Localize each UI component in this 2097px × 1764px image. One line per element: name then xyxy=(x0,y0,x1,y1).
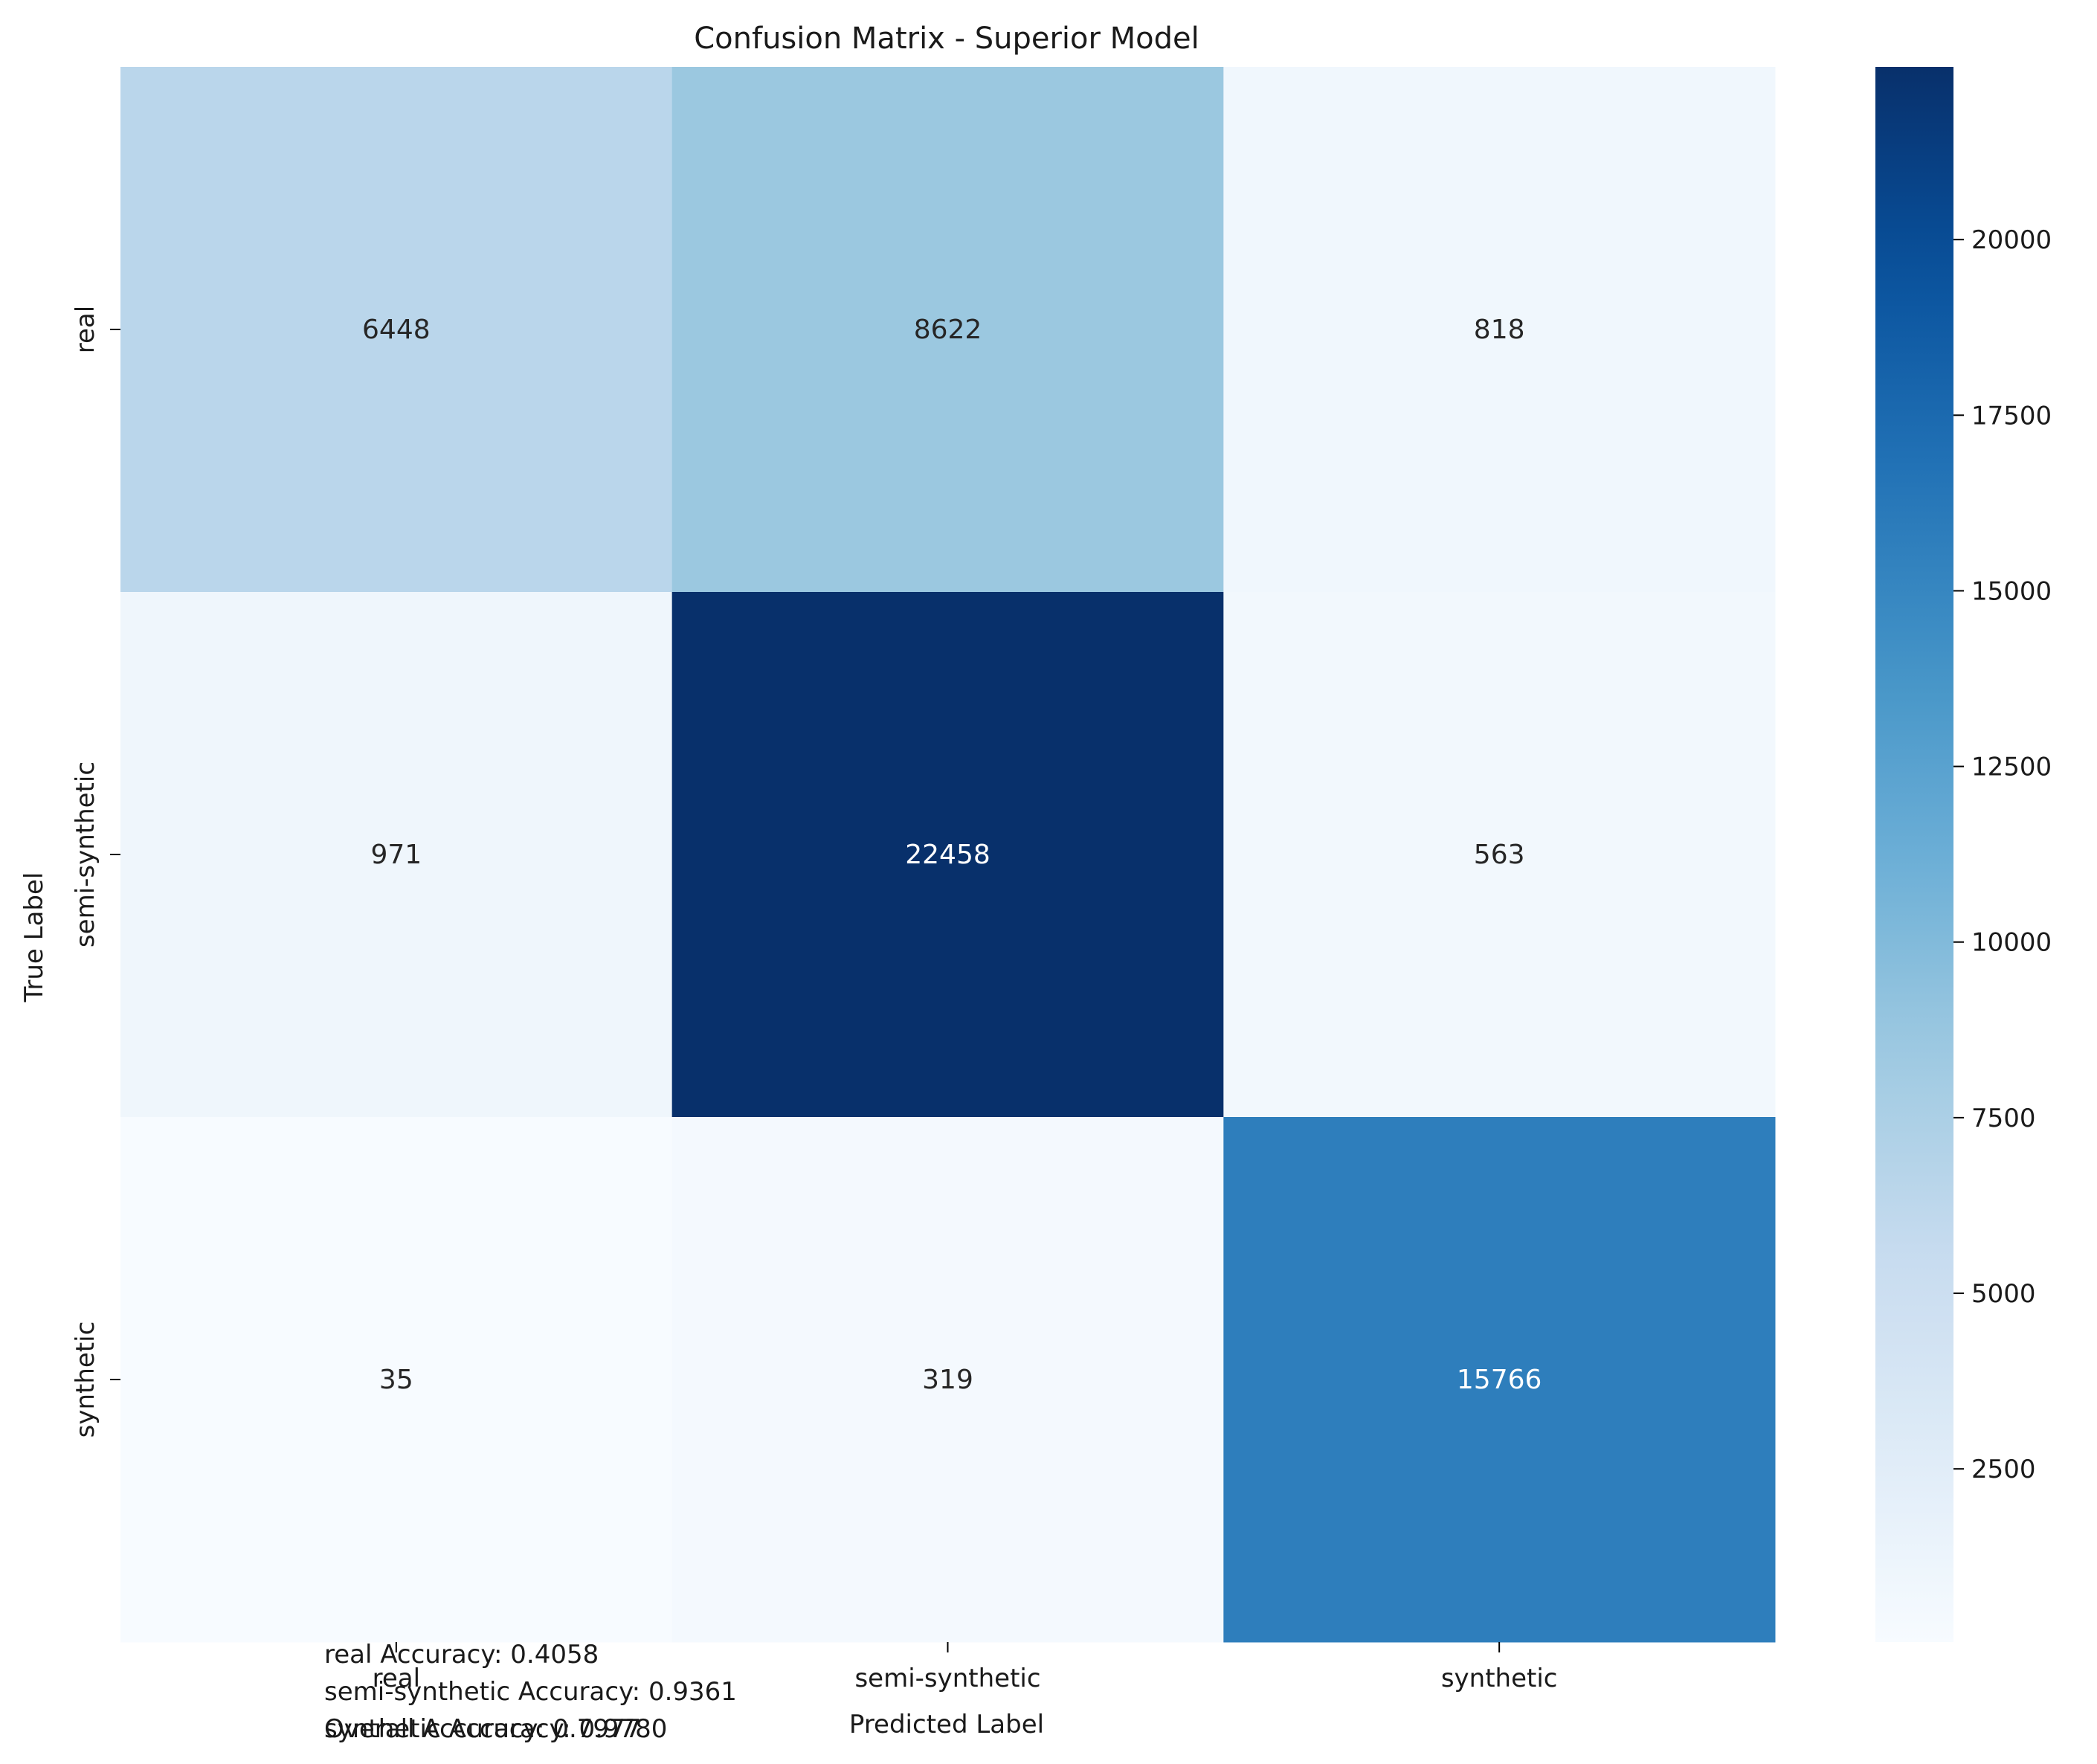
colorbar-tick-label: 20000 xyxy=(1971,225,2052,255)
cell-value-label: 818 xyxy=(1474,315,1525,345)
colorbar-tick-label: 12500 xyxy=(1971,753,2052,782)
y-tick-labels: real semi-synthetic synthetic xyxy=(71,306,120,1438)
cell-value-label: 15766 xyxy=(1457,1365,1542,1395)
chart-title: Confusion Matrix - Superior Model xyxy=(694,22,1199,56)
cell-value-label: 319 xyxy=(922,1365,973,1395)
colorbar-tick-label: 17500 xyxy=(1971,401,2052,431)
heatmap-cell xyxy=(671,67,1224,593)
heatmap-cell xyxy=(671,592,1224,1118)
colorbar-tick-label: 5000 xyxy=(1971,1279,2036,1309)
heatmap-cell xyxy=(120,1117,673,1643)
heatmap-cell xyxy=(1223,1117,1776,1643)
colorbar-tick-label: 7500 xyxy=(1971,1104,2036,1133)
cell-value-label: 22458 xyxy=(905,840,990,870)
colorbar: 2500 5000 7500 10000 12500 15000 17500 20000 xyxy=(1875,67,2052,1642)
colorbar-tick-label: 2500 xyxy=(1971,1455,2036,1484)
accuracy-annotation: real Accuracy: 0.4058 xyxy=(324,1640,599,1670)
x-tick-label: synthetic xyxy=(1441,1664,1558,1693)
y-axis-label: True Label xyxy=(19,872,49,1003)
heatmap-cell xyxy=(120,67,673,593)
cell-value-label: 971 xyxy=(370,840,422,870)
y-tick-label: real xyxy=(71,306,100,353)
colorbar-gradient xyxy=(1875,67,1953,1642)
accuracy-annotation: synthetic Accuracy: 0.9780 xyxy=(324,1714,667,1744)
heatmap-cells: 6448 8622 818 971 22458 563 35 319 15766 xyxy=(120,67,1776,1643)
x-tick-label: semi-synthetic xyxy=(854,1664,1040,1693)
heatmap-cell xyxy=(671,1117,1224,1643)
accuracy-annotation: Overall Accuracy: 0.7977 xyxy=(324,1714,641,1744)
cell-value-label: 563 xyxy=(1474,840,1525,870)
cell-value-label: 8622 xyxy=(914,315,982,345)
y-tick-label: synthetic xyxy=(71,1322,100,1438)
x-axis-label: Predicted Label xyxy=(849,1710,1044,1739)
accuracy-annotations: real Accuracy: 0.4058 semi-synthetic Accu… xyxy=(324,1640,737,1744)
accuracy-annotation: semi-synthetic Accuracy: 0.9361 xyxy=(324,1677,737,1707)
colorbar-tick-label: 15000 xyxy=(1971,576,2052,606)
cell-value-label: 6448 xyxy=(362,315,431,345)
y-tick-label: semi-synthetic xyxy=(71,762,100,947)
colorbar-tick-label: 10000 xyxy=(1971,928,2052,958)
heatmap-cell xyxy=(120,592,673,1118)
heatmap-cell xyxy=(1223,592,1776,1118)
x-tick-labels: real semi-synthetic synthetic xyxy=(373,1642,1558,1693)
x-tick-label: real xyxy=(373,1664,420,1693)
cell-value-label: 35 xyxy=(379,1365,413,1395)
heatmap-cell xyxy=(1223,67,1776,593)
